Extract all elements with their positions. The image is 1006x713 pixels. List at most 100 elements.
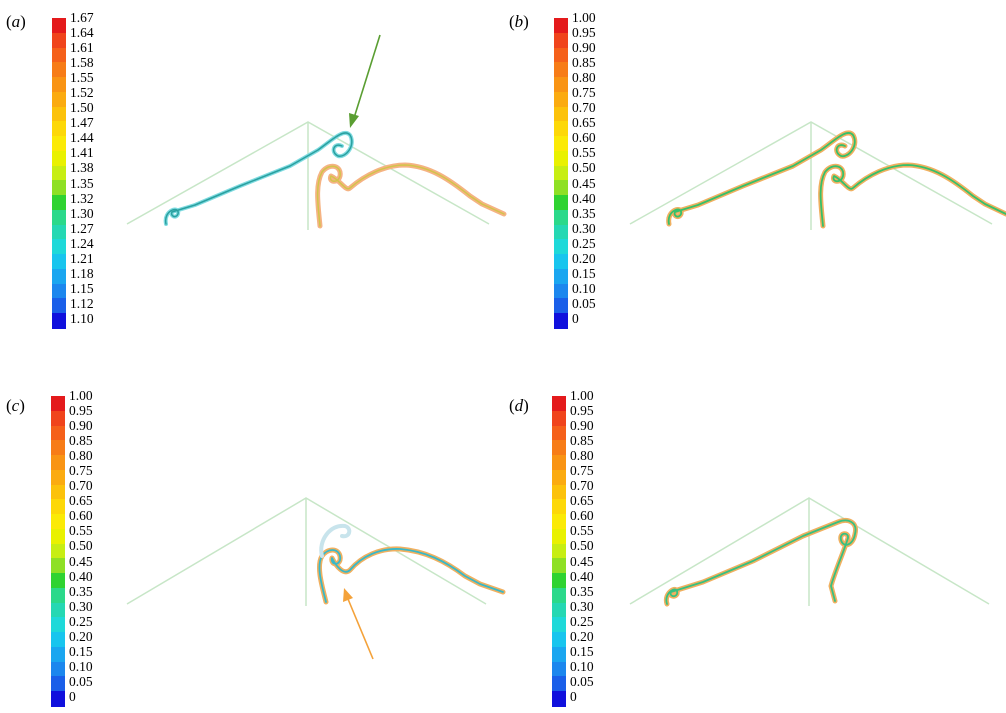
colorbar-tick-label: 0.15 xyxy=(570,643,594,659)
colorbar-swatch xyxy=(552,632,566,648)
colorbar-swatch xyxy=(554,283,568,300)
colorbar-swatch xyxy=(552,602,566,619)
colorbar-tick-label: 0.85 xyxy=(69,433,93,449)
colorbar-a xyxy=(52,18,66,329)
colorbar-tick-label: 0.50 xyxy=(572,160,596,176)
colorbar-tick-label: 0.55 xyxy=(570,523,594,539)
colorbar-swatch xyxy=(52,121,66,137)
colorbar-swatch xyxy=(52,313,66,329)
colorbar-swatch xyxy=(52,254,66,270)
colorbar-swatch xyxy=(554,224,568,241)
colorbar-d xyxy=(552,396,566,707)
colorbar-c xyxy=(51,396,65,707)
colorbar-tick-label: 1.61 xyxy=(70,40,94,56)
colorbar-tick-label: 0.25 xyxy=(69,613,93,629)
colorbar-swatch xyxy=(552,617,566,633)
colorbar-swatch xyxy=(554,180,568,196)
colorbar-swatch xyxy=(51,646,65,663)
colorbar-swatch xyxy=(51,558,65,574)
colorbar-swatch xyxy=(554,165,568,181)
colorbar-tick-label: 0.35 xyxy=(572,205,596,221)
colorbar-tick-label: 1.10 xyxy=(70,310,94,326)
colorbar-swatch xyxy=(51,676,65,692)
colorbar-tick-label: 0.45 xyxy=(572,175,596,191)
colorbar-swatch xyxy=(52,91,66,108)
colorbar-swatch xyxy=(554,209,568,226)
colorbar-swatch xyxy=(552,646,566,663)
colorbar-tick-label: 1.44 xyxy=(70,130,94,146)
colorbar-swatch xyxy=(552,514,566,530)
colorbar-tick-label: 1.18 xyxy=(70,265,94,281)
arrow-c xyxy=(343,588,374,660)
colorbar-tick-label: 0.20 xyxy=(69,628,93,644)
colorbar-tick-label: 0.50 xyxy=(570,538,594,554)
colorbar-swatch xyxy=(51,691,65,707)
colorbar-swatch xyxy=(52,136,66,152)
colorbar-tick-label: 1.15 xyxy=(70,280,94,296)
arrow-a xyxy=(349,34,381,128)
panel-label-d: (d) xyxy=(509,396,529,415)
colorbar-tick-label: 0.85 xyxy=(572,55,596,71)
colorbar-tick-label: 0.20 xyxy=(570,628,594,644)
colorbar-swatch xyxy=(52,150,66,167)
colorbar-tick-label: 0.85 xyxy=(570,433,594,449)
geometry-frame-d xyxy=(629,497,990,606)
colorbar-swatch xyxy=(52,32,66,49)
colorbar-swatch xyxy=(51,528,65,545)
interface-contour-d xyxy=(663,518,859,607)
colorbar-tick-label: 1.55 xyxy=(70,70,94,86)
colorbar-swatch xyxy=(51,661,65,678)
colorbar-ticks-b: 1.00 0.95 0.90 0.85 0.80 0.75 0.70 0.65 0.60 0.55… xyxy=(572,11,622,327)
panel-label-b: (b) xyxy=(509,12,529,31)
colorbar-swatch xyxy=(51,573,65,589)
colorbar-swatch xyxy=(52,298,66,314)
colorbar-tick-label: 0.65 xyxy=(570,493,594,509)
colorbar-tick-label: 0.10 xyxy=(69,658,93,674)
colorbar-tick-label: 0.60 xyxy=(69,508,93,524)
colorbar-swatch xyxy=(552,587,566,604)
panel-d: (d) 1.00 0.95 0.90 0.85 0.80 0.75 0.70 0.65 0.60… xyxy=(503,356,1006,713)
colorbar-swatch xyxy=(51,440,65,456)
colorbar-swatch xyxy=(552,469,566,486)
colorbar-swatch xyxy=(554,91,568,108)
colorbar-swatch xyxy=(52,165,66,181)
colorbar-swatch xyxy=(552,484,566,500)
colorbar-tick-label: 1.32 xyxy=(70,190,94,206)
colorbar-tick-label: 0.45 xyxy=(570,553,594,569)
colorbar-tick-label: 0.55 xyxy=(69,523,93,539)
colorbar-swatch xyxy=(552,676,566,692)
colorbar-swatch xyxy=(552,573,566,589)
colorbar-swatch xyxy=(552,528,566,545)
colorbar-tick-label: 0.40 xyxy=(570,568,594,584)
colorbar-tick-label: 0.65 xyxy=(69,493,93,509)
colorbar-tick-label: 0 xyxy=(69,688,76,704)
geometry-frame-c xyxy=(126,497,487,606)
colorbar-tick-label: 1.30 xyxy=(70,205,94,221)
colorbar-tick-label: 0.75 xyxy=(570,463,594,479)
colorbar-swatch xyxy=(554,298,568,314)
colorbar-tick-label: 1.00 xyxy=(570,388,594,403)
colorbar-swatch xyxy=(554,77,568,93)
panel-label-a: (a) xyxy=(6,12,26,31)
colorbar-tick-label: 0.60 xyxy=(570,508,594,524)
colorbar-swatch xyxy=(52,18,66,34)
colorbar-swatch xyxy=(552,499,566,515)
colorbar-swatch xyxy=(554,18,568,34)
colorbar-swatch xyxy=(554,254,568,270)
colorbar-swatch xyxy=(51,469,65,486)
colorbar-tick-label: 1.41 xyxy=(70,145,94,161)
colorbar-tick-label: 1.27 xyxy=(70,220,94,236)
colorbar-tick-label: 0.90 xyxy=(69,418,93,434)
colorbar-tick-label: 0.15 xyxy=(69,643,93,659)
colorbar-tick-label: 0.10 xyxy=(570,658,594,674)
colorbar-tick-label: 0.05 xyxy=(572,295,596,311)
colorbar-tick-label: 0.75 xyxy=(69,463,93,479)
colorbar-tick-label: 0.20 xyxy=(572,250,596,266)
colorbar-swatch xyxy=(554,32,568,49)
colorbar-tick-label: 0.95 xyxy=(570,403,594,419)
plot-b xyxy=(629,121,1006,230)
colorbar-swatch xyxy=(552,410,566,427)
colorbar-swatch xyxy=(554,106,568,122)
colorbar-tick-label: 1.47 xyxy=(70,115,94,131)
geometry-frame-b xyxy=(629,121,993,230)
